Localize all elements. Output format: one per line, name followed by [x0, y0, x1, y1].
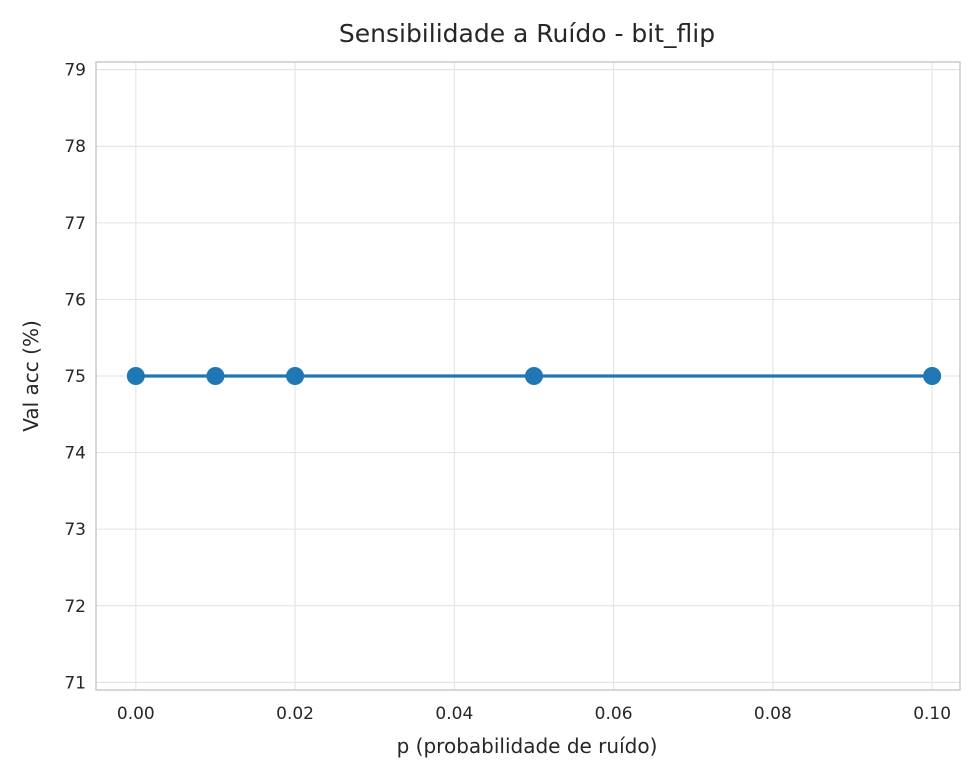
y-tick-label: 71 [64, 673, 86, 693]
y-tick-label: 76 [64, 290, 86, 310]
y-tick-label: 73 [64, 520, 86, 540]
x-tick-label: 0.06 [595, 704, 633, 724]
x-axis-ticks: 0.00 0.02 0.04 0.06 0.08 0.10 [117, 704, 951, 724]
series-layer [126, 367, 942, 385]
x-tick-label: 0.04 [435, 704, 473, 724]
x-axis-label: p (probabilidade de ruído) [397, 734, 658, 758]
x-tick-label: 0.00 [117, 704, 155, 724]
data-point [923, 367, 942, 385]
data-point [206, 367, 225, 385]
y-axis-ticks: 71 72 73 74 75 76 77 78 79 [64, 61, 86, 694]
y-tick-label: 72 [64, 597, 86, 617]
y-tick-label: 74 [64, 444, 86, 464]
y-axis-label: Val acc (%) [19, 320, 43, 432]
data-point [524, 367, 543, 385]
plot-frame [95, 61, 961, 691]
y-tick-label: 78 [64, 137, 86, 157]
y-tick-label: 75 [64, 367, 86, 387]
y-tick-label: 77 [64, 214, 86, 234]
data-point [286, 367, 305, 385]
y-tick-label: 79 [64, 61, 86, 81]
x-tick-label: 0.02 [276, 704, 314, 724]
chart-title: Sensibilidade a Ruído - bit_flip [339, 19, 715, 48]
x-tick-label: 0.10 [913, 704, 951, 724]
x-tick-label: 0.08 [754, 704, 792, 724]
data-point [126, 367, 145, 385]
